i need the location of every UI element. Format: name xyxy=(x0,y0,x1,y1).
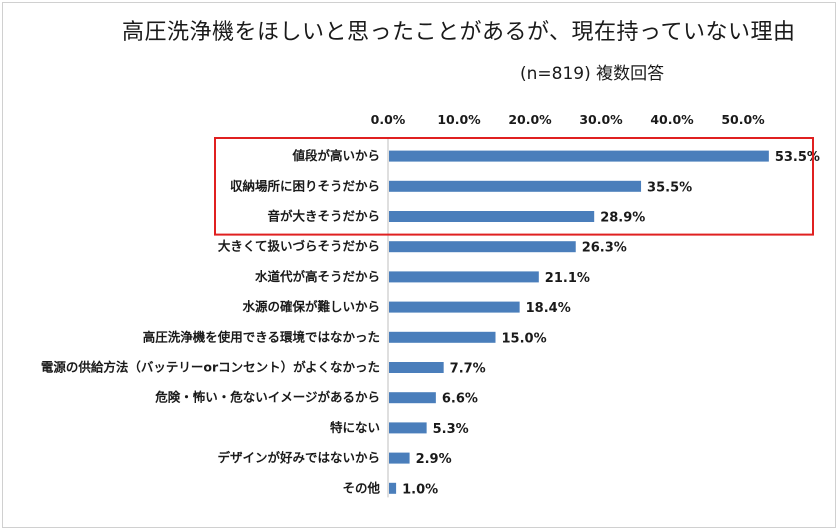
category-label: 音が大きそうだから xyxy=(267,209,380,224)
x-tick-label: 0.0% xyxy=(371,112,406,127)
category-label: 特にない xyxy=(330,420,380,435)
category-label: 水道代が高そうだから xyxy=(255,269,380,284)
category-label: 水源の確保が難しいから xyxy=(242,299,380,314)
data-label: 2.9% xyxy=(416,452,452,467)
highlight-box xyxy=(214,137,814,236)
data-label: 6.6% xyxy=(442,392,478,407)
data-label: 1.0% xyxy=(402,482,438,497)
bar xyxy=(389,211,595,222)
bar xyxy=(389,422,427,434)
bar xyxy=(389,180,642,192)
data-label: 5.3% xyxy=(433,422,469,437)
x-tick-label: 30.0% xyxy=(579,112,623,127)
data-label: 21.1% xyxy=(545,271,590,286)
bar xyxy=(389,452,410,464)
data-label: 15.0% xyxy=(502,331,547,346)
bar xyxy=(389,301,520,313)
data-label: 28.9% xyxy=(600,211,645,226)
chart-subtitle: (n=819) 複数回答 xyxy=(520,64,665,84)
category-label: 収納場所に困りそうだから xyxy=(230,178,380,193)
x-tick-label: 10.0% xyxy=(437,112,481,127)
data-label: 18.4% xyxy=(526,301,571,316)
data-label: 26.3% xyxy=(582,241,627,256)
category-label: デザインが好みではないから xyxy=(217,450,380,465)
category-label: 危険・怖い・危ないイメージがあるから xyxy=(154,390,380,405)
data-label: 53.5% xyxy=(775,150,820,165)
bar xyxy=(389,482,397,494)
category-label: 大きくて扱いづらそうだから xyxy=(218,239,380,254)
bar xyxy=(389,241,576,253)
category-label: 高圧洗浄機を使用できる環境ではなかった xyxy=(143,329,380,344)
category-label: 電源の供給方法（バッテリーorコンセント）がよくなかった xyxy=(41,360,380,375)
bar xyxy=(389,331,496,343)
bar xyxy=(389,150,769,162)
bar xyxy=(389,271,539,283)
data-label: 7.7% xyxy=(450,362,486,377)
data-label: 35.5% xyxy=(647,180,692,195)
chart-title: 高圧洗浄機をほしいと思ったことがあるが、現在持っていない理由 xyxy=(122,20,796,45)
x-tick-label: 50.0% xyxy=(721,112,765,127)
x-tick-label: 20.0% xyxy=(508,112,552,127)
bar xyxy=(389,392,436,404)
category-label: 値段が高いから xyxy=(291,148,380,163)
x-tick-label: 40.0% xyxy=(650,112,694,127)
category-label: その他 xyxy=(342,480,380,495)
bar xyxy=(389,362,444,373)
